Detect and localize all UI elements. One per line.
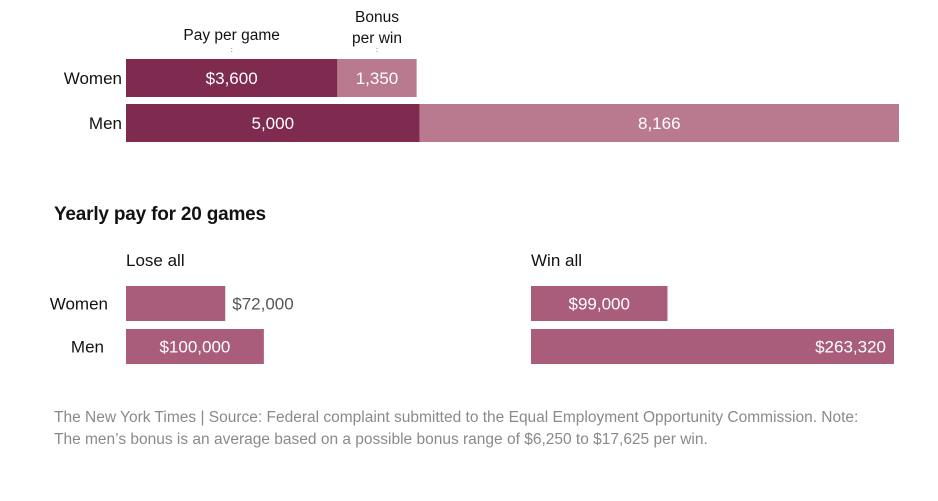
category-label-yearly-men: Men <box>71 338 104 357</box>
data-label-bonus-per-win-women: 1,350 <box>356 69 399 88</box>
category-label-women: Women <box>64 69 122 88</box>
category-label-men: Men <box>89 114 122 133</box>
per-game-chart: Pay per game Bonus per win Women $3,600 1,350… <box>64 9 899 142</box>
bar-pay-per-game-men <box>126 104 420 142</box>
data-label-bonus-per-win-men: 8,166 <box>638 114 681 133</box>
data-label-win-all-men: $263,320 <box>815 338 886 357</box>
data-label-pay-per-game-men: 5,000 <box>252 114 295 133</box>
panel-label-win-all: Win all <box>531 251 582 270</box>
data-label-lose-all-women: $72,000 <box>232 295 293 314</box>
bar-bonus-per-win-men <box>419 104 899 142</box>
data-label-win-all-women: $99,000 <box>569 295 630 314</box>
series-label-pay-per-game: Pay per game <box>183 27 280 44</box>
bar-bonus-per-win-women <box>337 59 417 97</box>
bar-lose-all-women <box>126 286 226 321</box>
data-label-pay-per-game-women: $3,600 <box>206 69 258 88</box>
category-label-yearly-women: Women <box>50 295 108 314</box>
yearly-pay-title: Yearly pay for 20 games <box>54 204 266 225</box>
series-label-bonus-per-win-line2: per win <box>352 30 402 47</box>
data-label-lose-all-men: $100,000 <box>159 338 230 357</box>
bar-win-all-women <box>531 286 668 321</box>
bar-pay-per-game-women <box>126 59 338 97</box>
bar-win-all-men <box>531 329 894 364</box>
series-label-bonus-per-win-line1: Bonus <box>355 9 399 26</box>
panel-label-lose-all: Lose all <box>126 251 185 270</box>
source-note: The New York Times | Source: Federal com… <box>54 409 859 448</box>
bar-lose-all-men <box>126 329 264 364</box>
